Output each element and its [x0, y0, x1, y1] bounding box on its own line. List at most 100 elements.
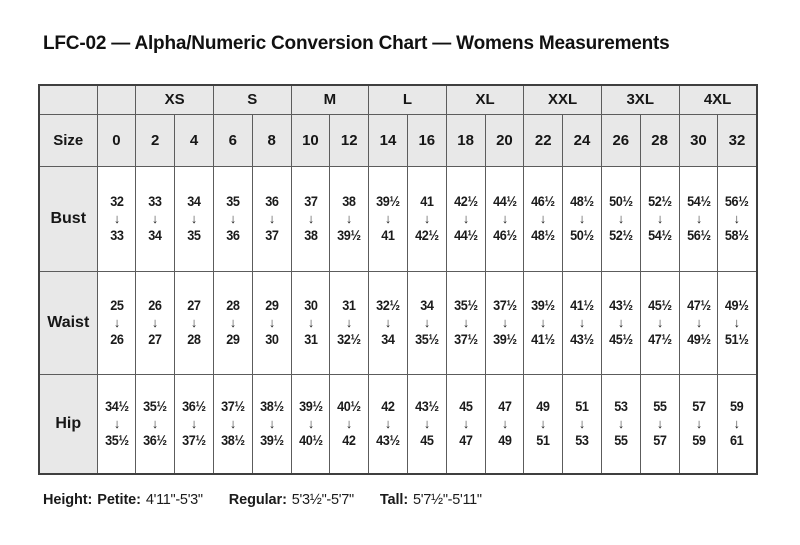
tall-label: Tall:: [379, 492, 409, 508]
value-to: 45: [420, 433, 434, 449]
alpha-group-3xl: 3XL: [600, 84, 680, 115]
size-cell-22: 22: [523, 113, 564, 167]
down-arrow-icon: ↓: [307, 211, 314, 226]
down-arrow-icon: ↓: [501, 211, 508, 226]
alpha-size-row: XS S M L XL XXL 3XL 4XL: [38, 84, 758, 115]
measurement-range: 32½ ↓ 34: [370, 298, 406, 347]
value-to: 38½: [221, 433, 245, 449]
measurement-cell: 37½ ↓ 39½: [484, 270, 525, 375]
measurement-cell: 38½ ↓ 39½: [251, 373, 292, 475]
measurement-range: 43½ ↓ 45: [409, 400, 445, 448]
value-to: 29: [226, 332, 240, 347]
value-to: 35½: [104, 433, 129, 449]
measurement-cell: 49 ↓ 51: [523, 373, 564, 475]
measurement-range: 39½ ↓ 40½: [293, 400, 329, 448]
down-arrow-icon: ↓: [152, 211, 159, 226]
value-to: 52½: [609, 228, 633, 243]
down-arrow-icon: ↓: [346, 211, 353, 226]
value-to: 43½: [376, 433, 400, 449]
measurement-range: 28 ↓ 29: [215, 298, 251, 347]
value-to: 35: [187, 228, 201, 243]
value-to: 49: [497, 433, 512, 449]
measurement-cell: 33 ↓ 34: [135, 165, 176, 272]
measurement-range: 39½ ↓ 41: [370, 194, 406, 243]
value-to: 33: [109, 228, 124, 243]
value-from: 35: [226, 193, 240, 209]
measurement-range: 52½ ↓ 54½: [642, 194, 678, 243]
value-to: 39½: [337, 228, 361, 243]
down-arrow-icon: ↓: [462, 315, 469, 330]
value-from: 46½: [531, 193, 556, 209]
value-to: 41: [381, 228, 395, 243]
down-arrow-icon: ↓: [113, 416, 120, 432]
measurement-range: 42½ ↓ 44½: [448, 194, 484, 243]
measurement-range: 35½ ↓ 37½: [448, 298, 484, 347]
measurement-range: 37 ↓ 38: [293, 194, 329, 243]
down-arrow-icon: ↓: [191, 315, 197, 330]
measurement-cell: 39½ ↓ 41½: [523, 270, 564, 375]
measurement-cell: 54½ ↓ 56½: [678, 165, 719, 272]
measurement-cell: 34 ↓ 35: [174, 165, 214, 272]
measurement-range: 40½ ↓ 42: [331, 400, 367, 448]
value-to: 53: [575, 433, 589, 449]
down-arrow-icon: ↓: [579, 416, 585, 432]
alpha-group-4xl: 4XL: [678, 84, 758, 115]
measurement-cell: 37½ ↓ 38½: [212, 373, 253, 475]
down-arrow-icon: ↓: [695, 315, 702, 330]
numeric-size-row: Size 0 2 4 6 8 10 12 14 16 18 20 22 24 26 28 30 32: [38, 113, 758, 167]
measurement-cell: 57 ↓ 59: [678, 373, 719, 475]
value-to: 27: [148, 332, 163, 347]
down-arrow-icon: ↓: [617, 416, 624, 432]
value-from: 40½: [337, 398, 361, 414]
value-to: 39½: [492, 332, 517, 347]
down-arrow-icon: ↓: [152, 416, 159, 432]
measurement-cell: 50½ ↓ 52½: [600, 165, 641, 272]
value-from: 49½: [725, 297, 749, 313]
size-cell-2: 2: [135, 113, 176, 167]
value-from: 57: [691, 398, 706, 414]
conversion-chart-table: XS S M L XL XXL 3XL 4XL Size 0 2 4 6 8 10 12 14 16 18 20 22…: [38, 84, 758, 475]
measurement-cell: 25 ↓ 26: [96, 270, 137, 375]
down-arrow-icon: ↓: [113, 315, 120, 330]
value-from: 34: [420, 297, 434, 313]
measurement-cell: 34½ ↓ 35½: [96, 373, 137, 475]
measurement-cell: 29 ↓ 30: [251, 270, 292, 375]
alpha-group-xs: XS: [135, 84, 214, 115]
measurement-cell: 48½ ↓ 50½: [562, 165, 602, 272]
measurement-range: 36 ↓ 37: [254, 194, 290, 243]
alpha-group-xl: XL: [445, 84, 525, 115]
measurement-cell: 35½ ↓ 37½: [445, 270, 486, 375]
down-arrow-icon: ↓: [734, 416, 740, 432]
measurement-range: 41 ↓ 42½: [409, 194, 445, 243]
measurement-range: 33 ↓ 34: [137, 193, 173, 243]
down-arrow-icon: ↓: [617, 211, 624, 226]
value-to: 49½: [686, 332, 711, 347]
value-from: 26: [148, 297, 163, 313]
measurement-range: 31 ↓ 32½: [331, 298, 367, 347]
measurement-range: 37½ ↓ 38½: [215, 400, 251, 448]
regular-range: 5'3½"-5'7": [291, 492, 354, 508]
value-to: 28: [187, 332, 201, 347]
down-arrow-icon: ↓: [734, 211, 740, 226]
value-from: 34½: [104, 398, 129, 414]
value-from: 37½: [492, 297, 517, 313]
measurement-range: 46½ ↓ 48½: [525, 193, 561, 243]
measurement-range: 45½ ↓ 47½: [642, 298, 678, 347]
value-to: 31: [303, 332, 318, 347]
value-from: 33: [148, 193, 163, 209]
measurement-cell: 36 ↓ 37: [251, 165, 292, 272]
value-to: 55: [614, 433, 628, 449]
size-cell-0: 0: [96, 113, 137, 167]
size-cell-12: 12: [329, 113, 370, 167]
measurement-cell: 35 ↓ 36: [212, 165, 253, 272]
measurement-cell: 40½ ↓ 42: [329, 373, 370, 475]
measurement-cell: 31 ↓ 32½: [329, 270, 370, 375]
value-from: 47½: [686, 297, 711, 313]
down-arrow-icon: ↓: [501, 315, 508, 330]
value-from: 56½: [725, 193, 749, 209]
measurement-cell: 37 ↓ 38: [290, 165, 331, 272]
value-to: 34: [381, 332, 395, 347]
measurement-range: 27 ↓ 28: [176, 298, 212, 347]
down-arrow-icon: ↓: [152, 315, 159, 330]
down-arrow-icon: ↓: [113, 211, 120, 226]
